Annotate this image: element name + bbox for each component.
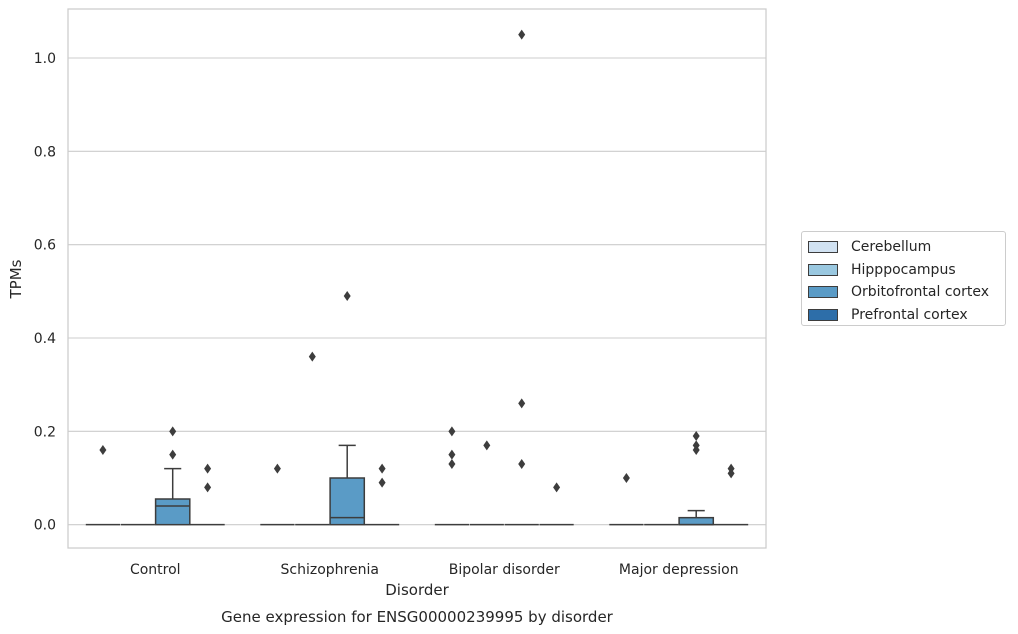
- legend-item-prefrontal-cortex: Prefrontal cortex: [808, 304, 1005, 327]
- outlier-point: [204, 463, 212, 474]
- legend-label-orbitofrontal-cortex: Orbitofrontal cortex: [851, 284, 989, 301]
- box-body: [678, 516, 715, 526]
- outlier-point: [727, 468, 735, 479]
- legend-swatch-prefrontal-cortex: [808, 308, 838, 321]
- outlier-point: [273, 463, 281, 474]
- y-tick-label: 0.8: [34, 144, 56, 160]
- outlier-point: [622, 473, 630, 483]
- outlier-point: [343, 291, 351, 301]
- box-orbitofrontal-cortex-bipolar-disorder: [504, 29, 539, 526]
- y-tick-label: 0.6: [34, 238, 56, 254]
- legend-label-hippocampus: Hipppocampus: [851, 261, 956, 278]
- box-hipppocampus-schizophrenia: [295, 351, 330, 526]
- box-prefrontal-cortex-control: [190, 463, 225, 526]
- y-tick-label: 0.2: [34, 424, 56, 440]
- box-cerebellum-bipolar-disorder: [434, 426, 470, 526]
- plot-frame: [67, 8, 767, 549]
- legend-item-orbitofrontal-cortex: Orbitofrontal cortex: [808, 281, 1005, 304]
- outlier-point: [99, 445, 107, 455]
- outlier-point: [483, 440, 491, 451]
- outlier-point: [448, 459, 456, 469]
- y-tick-label: 0.4: [34, 331, 56, 347]
- x-tick-label-major-depression: Major depression: [619, 562, 739, 578]
- outlier-point: [518, 29, 526, 40]
- y-axis-label: TPMs: [7, 259, 25, 299]
- outlier-point: [448, 426, 456, 437]
- box-prefrontal-cortex-major-depression: [713, 463, 749, 526]
- box-body: [154, 498, 191, 526]
- outlier-point: [692, 445, 700, 455]
- y-axis-ticks: 0.0 0.2 0.4 0.6 0.8 1.0: [34, 51, 56, 534]
- legend-swatch-hippocampus: [808, 263, 838, 276]
- outlier-point: [553, 482, 561, 493]
- outlier-point: [169, 426, 177, 437]
- outlier-point: [692, 431, 700, 441]
- outlier-point: [518, 459, 526, 469]
- outlier-point: [308, 351, 316, 362]
- outlier-point: [448, 449, 456, 460]
- box-hipppocampus-bipolar-disorder: [469, 440, 504, 526]
- outlier-point: [518, 398, 526, 409]
- box-body: [329, 477, 366, 526]
- y-tick-label: 0.0: [34, 518, 56, 534]
- y-tick-label: 1.0: [34, 51, 56, 67]
- chart-caption: Gene expression for ENSG00000239995 by d…: [221, 608, 614, 626]
- x-tick-label-bipolar-disorder: Bipolar disorder: [449, 562, 560, 578]
- legend-swatch-orbitofrontal-cortex: [808, 286, 838, 299]
- box-prefrontal-cortex-bipolar-disorder: [539, 482, 574, 526]
- box-cerebellum-schizophrenia: [260, 463, 295, 526]
- legend-swatch-cerebellum: [808, 241, 838, 254]
- box-cerebellum-major-depression: [609, 473, 644, 526]
- box-orbitofrontal-cortex-control: [154, 426, 191, 526]
- x-axis-label: Disorder: [385, 581, 449, 599]
- legend-label-cerebellum: Cerebellum: [851, 239, 932, 256]
- box-prefrontal-cortex-schizophrenia: [364, 463, 400, 526]
- legend-item-hippocampus: Hipppocampus: [808, 259, 1005, 282]
- outlier-point: [169, 449, 177, 460]
- outlier-point: [378, 463, 386, 474]
- x-axis-ticks: Control Schizophrenia Bipolar disorder Majo…: [130, 562, 739, 578]
- box-cerebellum-control: [85, 445, 121, 526]
- legend: Cerebellum Hipppocampus Orbitofrontal co…: [801, 231, 1006, 326]
- x-tick-label-control: Control: [130, 562, 181, 578]
- box-plot-series: [85, 29, 749, 526]
- outlier-point: [378, 477, 386, 488]
- outlier-point: [204, 482, 212, 493]
- legend-item-cerebellum: Cerebellum: [808, 236, 1005, 259]
- box-orbitofrontal-cortex-schizophrenia: [329, 291, 366, 526]
- x-tick-label-schizophrenia: Schizophrenia: [281, 562, 379, 578]
- legend-label-prefrontal-cortex: Prefrontal cortex: [851, 306, 968, 323]
- box-orbitofrontal-cortex-major-depression: [678, 431, 715, 526]
